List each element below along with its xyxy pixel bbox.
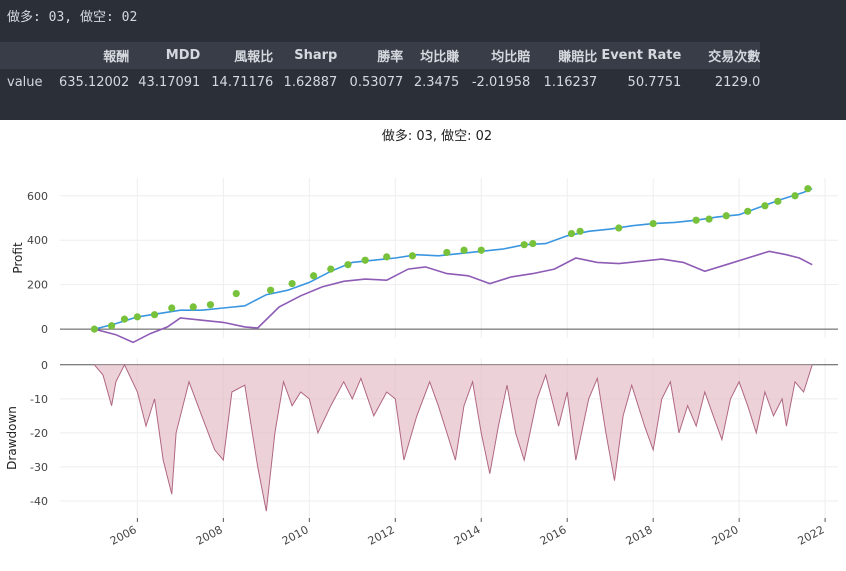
profit-panel: 0 200 400 600 Profit	[11, 178, 838, 344]
secondary-profit-line	[94, 250, 813, 344]
new-high-marker	[692, 216, 700, 224]
drawdown-area	[94, 364, 813, 512]
new-high-marker	[361, 256, 369, 264]
new-high-marker	[327, 265, 335, 273]
metrics-col-header: 報酬	[59, 42, 130, 69]
x-tick-label: 2010	[280, 523, 311, 548]
new-high-marker	[804, 185, 812, 193]
drawdown-y-axis-label: Drawdown	[5, 406, 19, 470]
new-high-marker	[460, 246, 468, 254]
metrics-value: 14.71176	[211, 75, 274, 90]
profit-y-tick-label: 200	[27, 279, 48, 292]
x-tick-label: 2022	[796, 523, 827, 548]
x-tick-label: 2006	[108, 523, 139, 548]
drawdown-panel: 2006 2008 2010 2012 2014 2016 2018 2020 2022 0 -10…	[5, 358, 838, 548]
new-high-marker	[120, 315, 129, 323]
chart-area: 做多: 03, 做空: 02 0 200 400 600 Profit 2006 2008…	[0, 120, 846, 567]
x-tick-label: 2014	[452, 523, 483, 548]
metrics-row-label: value	[7, 75, 43, 90]
x-tick-label: 2020	[710, 523, 741, 548]
metrics-col-header: 賺賠比	[530, 42, 598, 69]
x-tick-label: 2016	[538, 523, 569, 548]
cumulative-profit-line	[94, 187, 813, 330]
output-panel: 做多: 03, 做空: 02 報酬 MDD 風報比 Sharp 勝率 均比賺 均…	[0, 0, 846, 120]
metrics-col-header: MDD	[129, 42, 201, 69]
new-high-marker	[150, 311, 159, 319]
drawdown-y-tick-label: -20	[30, 427, 48, 440]
profit-y-tick-label: 600	[27, 190, 48, 203]
metrics-value: 2129.0	[714, 75, 761, 90]
metrics-col-header: 風報比	[200, 42, 274, 69]
new-high-marker	[232, 289, 240, 298]
profit-y-axis-label: Profit	[11, 242, 25, 274]
metrics-value: 1.16237	[543, 75, 598, 90]
profit-y-tick-label: 0	[41, 323, 48, 336]
new-high-marker	[206, 301, 215, 309]
x-tick-label: 2012	[366, 523, 397, 548]
metrics-col-header: 均比賺	[403, 42, 460, 69]
x-tick-label: 2008	[194, 523, 225, 548]
new-high-marker	[576, 227, 584, 235]
new-high-marker	[408, 252, 417, 260]
new-high-marker	[90, 325, 98, 333]
metrics-col-header: 勝率	[337, 42, 404, 69]
new-high-marker	[168, 304, 176, 312]
metrics-header-row: 報酬 MDD 風報比 Sharp 勝率 均比賺 均比賠 賺賠比 Event Ra…	[0, 42, 761, 69]
chart-figure: 做多: 03, 做空: 02 0 200 400 600 Profit 2006 2008…	[5, 128, 838, 548]
new-high-marker	[520, 241, 528, 249]
metrics-value: 635.12002	[59, 75, 130, 90]
metrics-col-header: Event Rate	[597, 42, 682, 69]
new-high-marker	[133, 313, 141, 321]
new-high-marker	[567, 229, 576, 238]
metrics-col-header: 交易次數	[681, 42, 761, 69]
new-high-marker	[288, 279, 296, 288]
new-high-marker	[774, 197, 782, 205]
new-high-marker	[791, 192, 799, 200]
drawdown-y-tick-label: -30	[30, 461, 48, 474]
new-high-marker	[443, 248, 451, 257]
profit-y-tick-label: 400	[27, 234, 48, 247]
drawdown-y-tick-label: -40	[30, 495, 48, 508]
metrics-table: 報酬 MDD 風報比 Sharp 勝率 均比賺 均比賠 賺賠比 Event Ra…	[0, 42, 761, 96]
metrics-value: 43.17091	[138, 75, 201, 90]
metrics-col-header: 均比賠	[459, 42, 531, 69]
new-high-marker	[310, 272, 318, 280]
new-high-marker	[705, 215, 713, 223]
metrics-corner-cell	[0, 42, 59, 69]
drawdown-y-tick-label: 0	[41, 359, 48, 372]
drawdown-y-tick-label: -10	[30, 393, 48, 406]
metrics-value-row: value 635.12002 43.17091 14.71176 1.6288…	[0, 69, 760, 96]
new-high-marker	[189, 303, 197, 311]
new-high-marker	[267, 286, 275, 294]
x-tick-label: 2018	[624, 523, 655, 548]
new-high-marker	[344, 261, 352, 269]
drawdown-line	[94, 363, 813, 512]
metrics-col-header: Sharp	[273, 42, 338, 69]
metrics-value: -2.01958	[471, 75, 531, 90]
metrics-value: 2.3475	[413, 75, 460, 90]
new-high-marker	[529, 239, 537, 248]
metrics-value: 0.53077	[349, 75, 404, 90]
new-high-marker	[761, 202, 769, 210]
metrics-value: 50.7751	[627, 75, 682, 90]
chart-title: 做多: 03, 做空: 02	[382, 128, 492, 144]
new-high-marker	[722, 212, 730, 220]
new-high-marker	[477, 246, 485, 254]
new-high-marker	[383, 253, 391, 261]
new-high-marker	[744, 207, 752, 215]
new-high-marker	[107, 322, 116, 330]
output-header: 做多: 03, 做空: 02	[7, 10, 138, 25]
new-high-marker	[649, 219, 657, 228]
new-high-marker	[615, 224, 623, 232]
metrics-value: 1.62887	[283, 75, 338, 90]
